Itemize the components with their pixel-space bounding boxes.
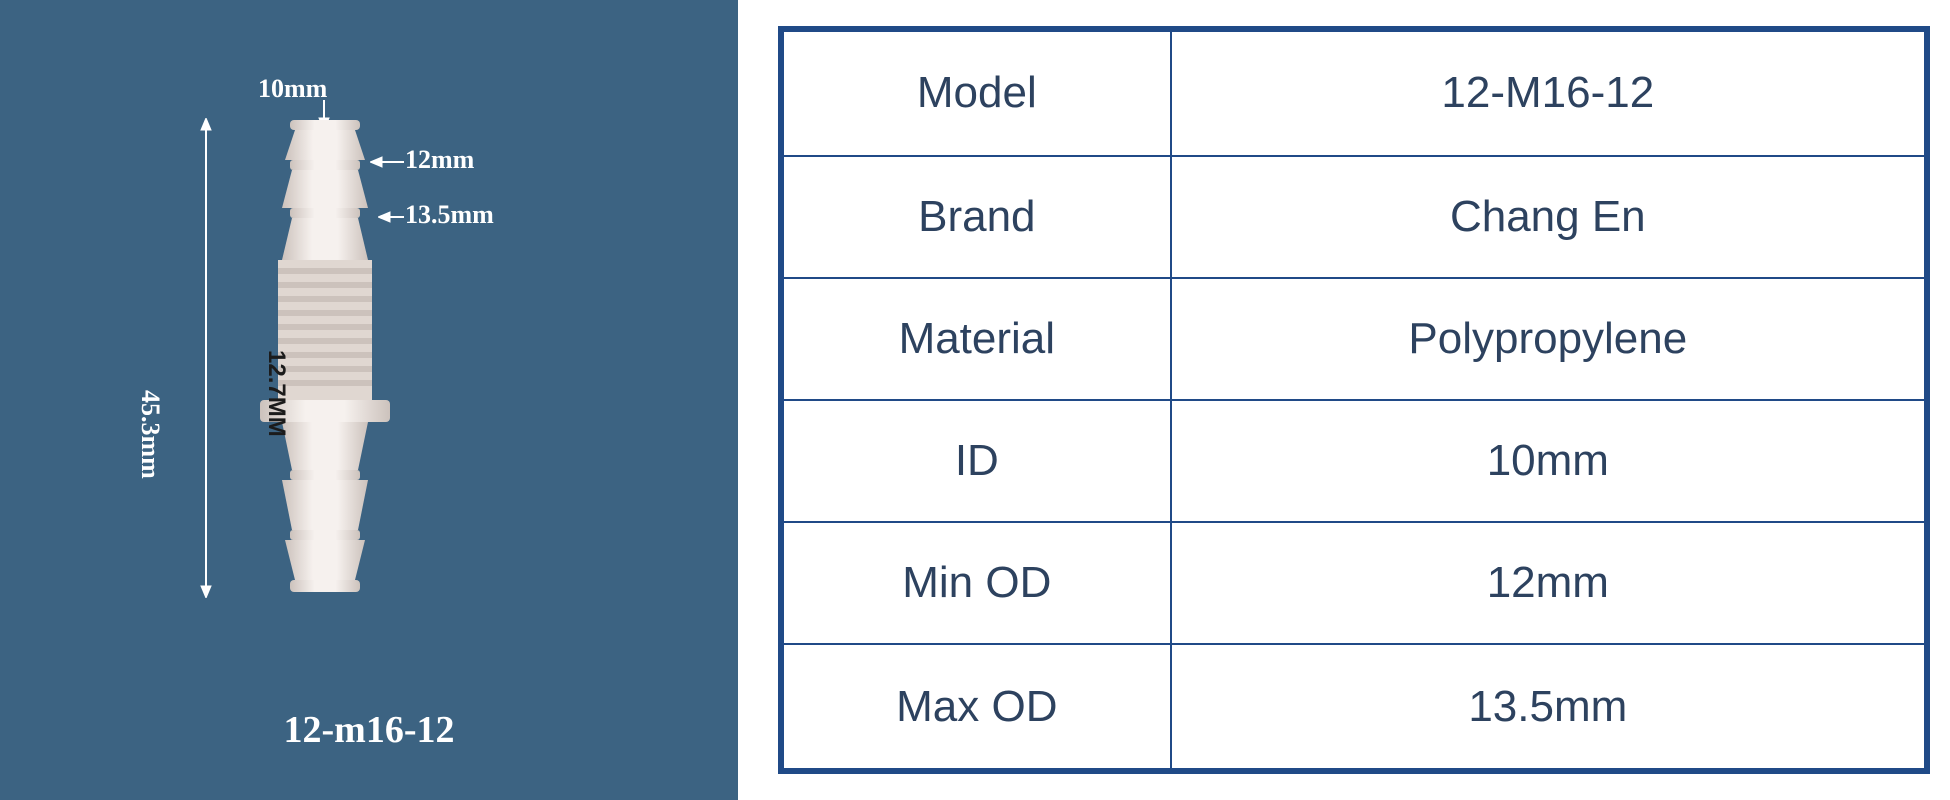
- spec-value: 10mm: [1171, 400, 1927, 522]
- spec-key: Max OD: [781, 644, 1171, 771]
- spec-value: Polypropylene: [1171, 278, 1927, 400]
- label-max-od: 13.5mm: [405, 200, 494, 230]
- label-id: 10mm: [258, 74, 327, 104]
- spec-value: 13.5mm: [1171, 644, 1927, 771]
- product-caption: 12-m16-12: [0, 708, 738, 752]
- table-row: Max OD13.5mm: [781, 644, 1927, 771]
- spec-key: Model: [781, 29, 1171, 156]
- spec-key: Min OD: [781, 522, 1171, 644]
- label-height: 45.3mm: [135, 390, 165, 479]
- spec-key: Material: [781, 278, 1171, 400]
- panel-gap: [738, 0, 778, 800]
- spec-key: Brand: [781, 156, 1171, 278]
- spec-value: 12-M16-12: [1171, 29, 1927, 156]
- spec-key: ID: [781, 400, 1171, 522]
- spec-table-wrap: Model12-M16-12BrandChang EnMaterialPolyp…: [778, 0, 1950, 800]
- spec-value: Chang En: [1171, 156, 1927, 278]
- label-thread: 12.7MM: [262, 350, 290, 437]
- diagram-area: 10mm 12mm 13.5mm 45.3mm 12.7MM 12-m16-12: [0, 0, 738, 800]
- table-row: ID10mm: [781, 400, 1927, 522]
- table-row: Model12-M16-12: [781, 29, 1927, 156]
- spec-value: 12mm: [1171, 522, 1927, 644]
- table-row: MaterialPolypropylene: [781, 278, 1927, 400]
- diagram-panel: 10mm 12mm 13.5mm 45.3mm 12.7MM 12-m16-12: [0, 0, 738, 800]
- spec-table: Model12-M16-12BrandChang EnMaterialPolyp…: [778, 26, 1930, 774]
- height-arrow-icon: [198, 118, 214, 598]
- table-row: BrandChang En: [781, 156, 1927, 278]
- spec-table-body: Model12-M16-12BrandChang EnMaterialPolyp…: [781, 29, 1927, 771]
- label-min-od: 12mm: [405, 145, 474, 175]
- table-row: Min OD12mm: [781, 522, 1927, 644]
